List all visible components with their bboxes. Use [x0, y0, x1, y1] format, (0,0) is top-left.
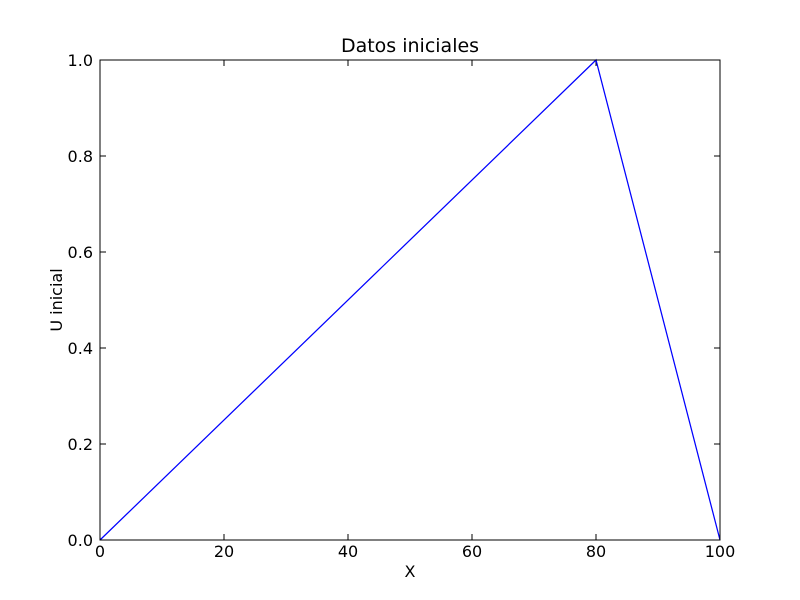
series-line-0: [99, 58, 721, 541]
x-tick-label: 20: [214, 542, 234, 561]
x-tick-label: 60: [462, 542, 482, 561]
y-tick-label: 0.4: [68, 339, 93, 358]
y-axis-label: U inicial: [47, 268, 66, 331]
x-tick-label: 0: [95, 542, 105, 561]
y-tick-label: 1.0: [68, 51, 93, 70]
y-tick-label: 0.2: [68, 435, 93, 454]
x-axis-label: X: [405, 562, 416, 581]
y-tick-label: 0.0: [68, 531, 93, 550]
chart-title: Datos iniciales: [341, 35, 479, 57]
plot-frame: [99, 59, 721, 541]
y-tick-label: 0.8: [68, 147, 93, 166]
x-tick-label: 100: [705, 542, 736, 561]
x-tick-label: 80: [586, 542, 606, 561]
x-tick-label: 40: [338, 542, 358, 561]
tick-layer: 0 20 40 60 80 100 0.0 0.2 0.4 0.6 0.8 1.0: [68, 51, 736, 561]
series-layer: [99, 58, 721, 541]
y-tick-label: 0.6: [68, 243, 93, 262]
